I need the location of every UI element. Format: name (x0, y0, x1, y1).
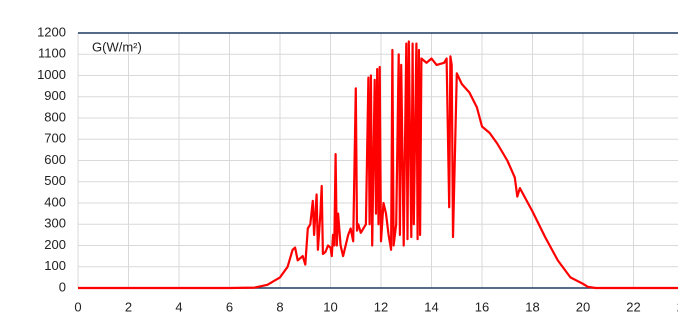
y-tick-label: 900 (44, 88, 66, 103)
y-tick-label: 1200 (37, 24, 66, 39)
x-tick-label: 10 (323, 299, 337, 314)
y-tick-label: 300 (44, 216, 66, 231)
x-tick-label: 14 (424, 299, 438, 314)
x-tick-label: 12 (374, 299, 388, 314)
x-tick-label: 20 (576, 299, 590, 314)
x-tick-label: 8 (276, 299, 283, 314)
y-tick-label: 700 (44, 131, 66, 146)
data-line (78, 40, 678, 290)
y-tick-label: 500 (44, 173, 66, 188)
y-tick-label: 0 (59, 279, 66, 294)
x-tick-label: 22 (626, 299, 640, 314)
y-tick-label: 1100 (38, 46, 66, 61)
x-tick-label: 24 (677, 299, 678, 314)
y-tick-label: 100 (44, 258, 66, 273)
x-tick-label: 6 (226, 299, 233, 314)
y-tick-label: 600 (44, 152, 66, 167)
x-tick-label: 4 (175, 299, 182, 314)
y-tick-label: 1000 (37, 67, 66, 82)
y-tick-label: 800 (44, 109, 66, 124)
x-tick-label: 2 (125, 299, 132, 314)
x-tick-label: 18 (525, 299, 539, 314)
y-tick-label: 400 (44, 194, 66, 209)
y-tick-label: 200 (44, 237, 66, 252)
x-tick-label: 16 (475, 299, 489, 314)
x-tick-label: 0 (74, 299, 81, 314)
annotation: G(W/m²) (92, 39, 142, 54)
